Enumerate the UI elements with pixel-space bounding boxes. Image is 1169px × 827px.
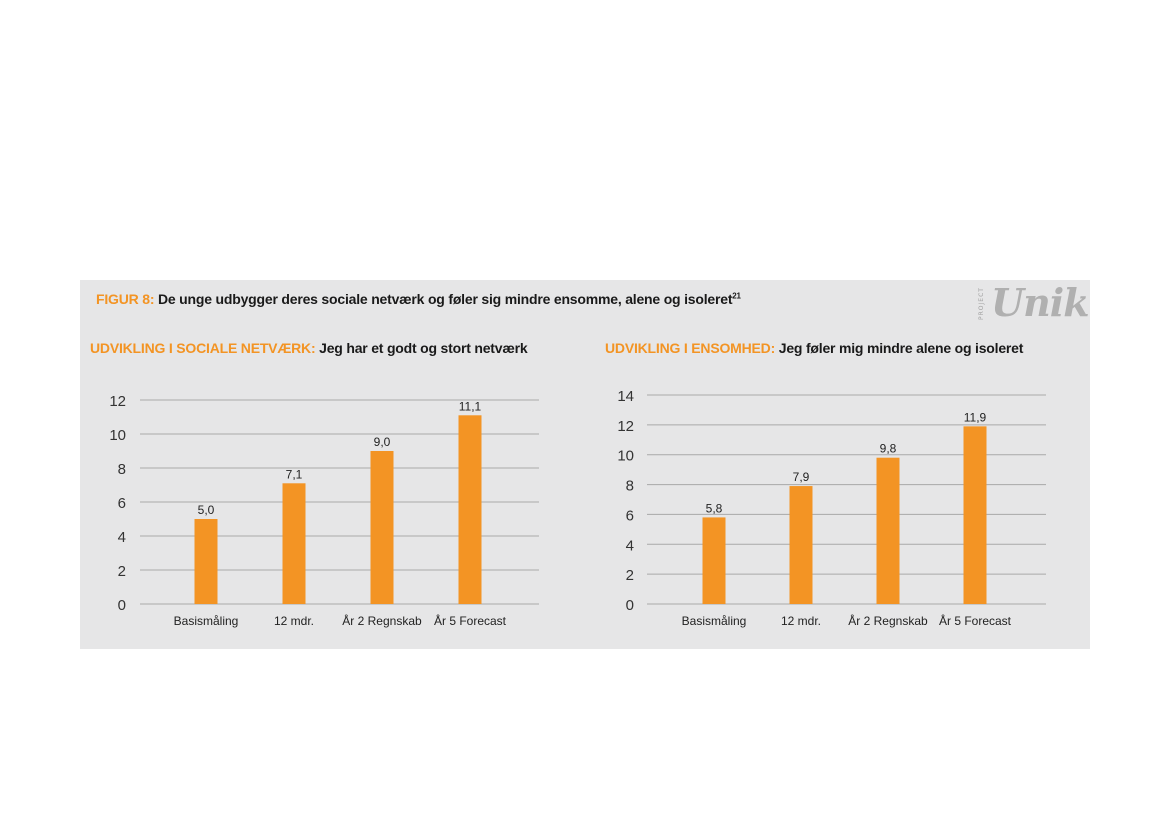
chart-1-category-label: Basismåling — [174, 614, 239, 628]
chart-1-title-text: Jeg har et godt og stort netværk — [319, 340, 528, 356]
chart-2-data-label: 5,8 — [706, 501, 723, 515]
chart-1-label: UDVIKLING I SOCIALE NETVÆRK: — [90, 340, 316, 356]
chart-2-bar — [963, 426, 987, 604]
chart-1-data-label: 5,0 — [198, 503, 215, 517]
chart-2-category-label: 12 mdr. — [781, 614, 821, 628]
chart-2-category-label: År 5 Forecast — [939, 613, 1012, 628]
chart-2-category-label: År 2 Regnskab — [848, 613, 928, 628]
figure-footnote: 21 — [732, 291, 741, 301]
chart-1-bar — [282, 483, 306, 604]
chart-1-ytick-label: 10 — [109, 427, 126, 444]
project-unik-logo: PROJECT Unik — [978, 280, 1090, 325]
figure-panel: FIGUR 8: De unge udbygger deres sociale … — [80, 280, 1090, 649]
chart-1-category-label: År 2 Regnskab — [342, 613, 422, 628]
chart-1-ytick-label: 12 — [109, 393, 126, 410]
chart-1-ytick-label: 6 — [118, 495, 126, 512]
chart-2-ytick-label: 14 — [617, 388, 634, 405]
chart-2-ytick-label: 6 — [626, 507, 634, 524]
chart-2-data-label: 9,8 — [880, 442, 897, 456]
chart-1-data-label: 7,1 — [286, 467, 303, 481]
figure-label: FIGUR 8: — [96, 291, 155, 307]
chart-1-data-label: 9,0 — [374, 435, 391, 449]
chart-2-title-text: Jeg føler mig mindre alene og isoleret — [778, 340, 1024, 356]
chart-2-data-label: 7,9 — [793, 470, 810, 484]
chart-2-bar — [702, 517, 726, 604]
chart-2-bar — [789, 486, 813, 604]
chart-1-category-label: År 5 Forecast — [434, 613, 507, 628]
chart-1-data-label: 11,1 — [459, 399, 482, 413]
chart-1-bar — [458, 415, 482, 604]
chart-2-ytick-label: 10 — [617, 448, 634, 465]
chart-2-ytick-label: 2 — [626, 567, 634, 584]
logo-unik-text: Unik — [991, 280, 1090, 325]
chart-1-bar — [194, 519, 218, 604]
chart-1-ytick-label: 8 — [118, 461, 126, 478]
chart-1-svg: 0 2 4 6 8 10 12 5,0 Basismåling 7,1 12 mdr. 9,0 År 2… — [109, 388, 1046, 628]
chart-2-label: UDVIKLING I ENSOMHED: — [605, 340, 776, 356]
chart-1-bar — [370, 451, 394, 604]
chart-2-ytick-label: 0 — [626, 597, 634, 614]
figure-title-text: De unge udbygger deres sociale netværk o… — [158, 291, 733, 307]
chart-2-bar — [876, 457, 900, 604]
chart-2-ytick-label: 12 — [617, 418, 634, 435]
chart-2-ytick-label: 4 — [626, 537, 634, 554]
chart-2-ytick-label: 8 — [626, 478, 634, 495]
chart-1-ytick-label: 2 — [118, 563, 126, 580]
chart-1-title: UDVIKLING I SOCIALE NETVÆRK: Jeg har et … — [90, 340, 528, 356]
chart-2-data-label: 11,9 — [964, 410, 987, 424]
chart-social-network: 0 2 4 6 8 10 12 5,0 Basismåling 7,1 12 mdr. 9,0 År 2… — [80, 280, 1090, 654]
chart-2-category-label: Basismåling — [682, 614, 747, 628]
figure-title: FIGUR 8: De unge udbygger deres sociale … — [96, 291, 741, 307]
chart-2-title: UDVIKLING I ENSOMHED: Jeg føler mig mind… — [605, 340, 1023, 356]
chart-1-category-label: 12 mdr. — [274, 614, 314, 628]
chart-1-ytick-label: 0 — [118, 597, 126, 614]
chart-1-ytick-label: 4 — [118, 529, 126, 546]
